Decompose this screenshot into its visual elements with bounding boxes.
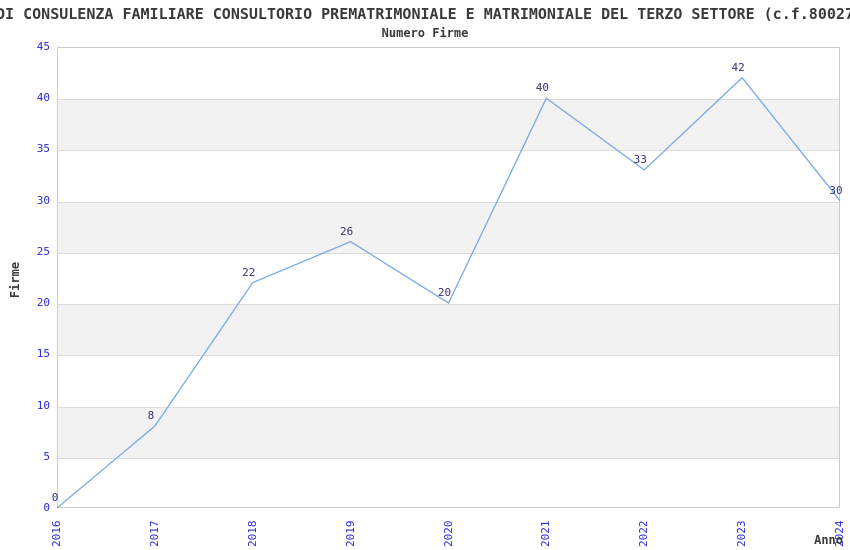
- band-stripe: [58, 304, 839, 356]
- y-tick-label: 45: [36, 40, 50, 53]
- gridline: [58, 355, 839, 357]
- y-tick-label: 30: [36, 193, 50, 207]
- series-polyline: [56, 76, 841, 509]
- x-tick-label: 2022: [637, 520, 651, 548]
- data-label: 20: [437, 286, 452, 300]
- y-tick-label: 15: [36, 347, 50, 361]
- x-tick-label: 2020: [441, 520, 455, 548]
- gridline: [58, 304, 839, 306]
- gridline: [58, 201, 839, 203]
- line-series: [56, 76, 841, 509]
- gridline: [58, 406, 839, 408]
- x-tick-label: 2016: [50, 520, 63, 548]
- chart-subtitle: Numero Firme: [381, 26, 469, 40]
- gridline: [58, 150, 839, 152]
- band-stripe: [58, 201, 839, 253]
- y-tick-label: 20: [36, 296, 50, 310]
- data-label: 30: [829, 183, 843, 197]
- y-tick-label: 0: [43, 501, 50, 514]
- x-axis-label: Anno: [814, 533, 843, 547]
- gridline: [58, 99, 839, 101]
- y-tick-label: 25: [36, 244, 50, 258]
- data-label: 33: [633, 152, 647, 166]
- plot-area: [56, 47, 841, 509]
- y-tick-label: 35: [36, 142, 50, 156]
- x-tick-label: 2021: [539, 520, 553, 548]
- x-tick-label: 2017: [147, 520, 161, 548]
- data-label: 40: [535, 81, 549, 95]
- chart-title: DI CONSULENZA FAMILIARE CONSULTORIO PREM…: [0, 5, 850, 23]
- y-tick-label: 40: [36, 91, 50, 105]
- data-label: 8: [147, 409, 155, 423]
- x-tick-label: 2018: [245, 520, 259, 548]
- band-stripe: [58, 99, 839, 151]
- data-label: 0: [51, 491, 59, 504]
- y-tick-label: 5: [43, 449, 50, 463]
- band-stripe: [58, 406, 839, 458]
- x-tick-label: 2023: [735, 520, 749, 548]
- y-tick-label: 10: [36, 398, 50, 412]
- gridline: [58, 252, 839, 254]
- data-label: 22: [242, 265, 256, 279]
- gridline: [58, 457, 839, 459]
- x-tick-label: 2019: [343, 520, 357, 548]
- data-label: 42: [731, 60, 745, 74]
- data-label: 26: [340, 224, 354, 238]
